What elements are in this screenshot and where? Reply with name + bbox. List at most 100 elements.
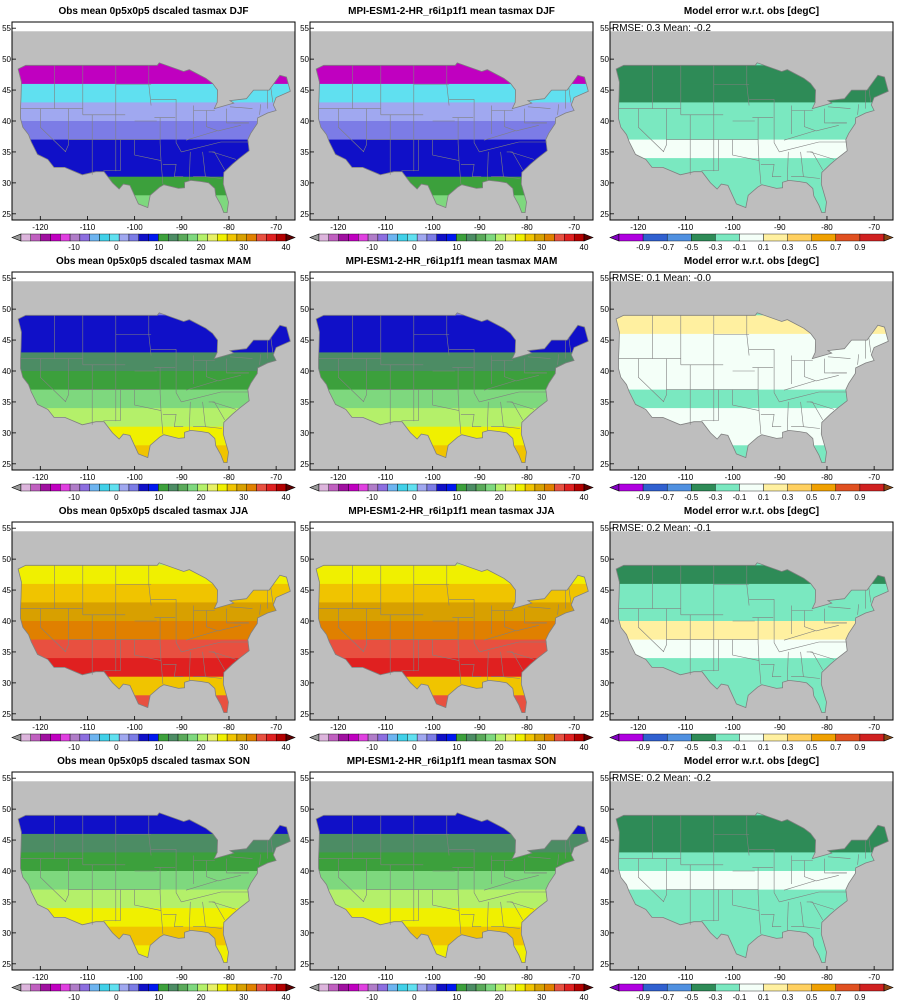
lon-tick-label: -80 [521, 223, 533, 232]
lat-tick-label: 35 [300, 398, 309, 407]
colorbar-arrow-left [12, 484, 21, 491]
colorbar-cell [476, 234, 486, 241]
colorbar-cell [691, 484, 715, 491]
colorbar-label: 40 [282, 993, 291, 1000]
colorbar-cell [70, 234, 80, 241]
lat-tick-label: 45 [2, 86, 11, 95]
colorbar-cell [836, 734, 860, 741]
colorbar-cell [496, 484, 506, 491]
colorbar-cell [247, 734, 257, 741]
lat-tick-label: 40 [300, 367, 309, 376]
colorbar-label: 20 [495, 743, 504, 752]
colorbar-label: 20 [495, 493, 504, 502]
colorbar-label: 0 [412, 493, 417, 502]
colorbar-arrow-left [310, 984, 319, 991]
lat-tick-label: 25 [600, 460, 609, 469]
colorbar-cell [545, 484, 555, 491]
colorbar-cell [266, 734, 276, 741]
lat-tick-label: 30 [600, 429, 609, 438]
model-panel-mam: 25303540455055-120 -110 -100 -90 -80 -70MPI-E… [300, 256, 593, 482]
colorbar-label: -0.1 [733, 993, 747, 1000]
model-colorbar: -10 0 10 20 30 40 [310, 734, 593, 752]
colorbar-cell [812, 984, 836, 991]
lat-tick-label: 55 [300, 24, 309, 33]
colorbar-cell [276, 234, 286, 241]
colorbar-cell [447, 234, 457, 241]
colorbar-label: 0 [412, 243, 417, 252]
colorbar-cell [368, 484, 378, 491]
lat-tick-label: 55 [2, 774, 11, 783]
colorbar-cell [515, 734, 525, 741]
lat-tick-label: 50 [300, 305, 309, 314]
colorbar-cell [329, 984, 339, 991]
colorbar-arrow-right [286, 484, 295, 491]
error-panel-djf: 25303540455055-120 -110 -100 -90 -80 -70Model… [600, 6, 893, 232]
lat-tick-label: 35 [2, 398, 11, 407]
colorbar-cell [100, 234, 110, 241]
lat-tick-label: 50 [300, 555, 309, 564]
colorbar-label: 0.3 [782, 743, 794, 752]
colorbar-cell [739, 734, 763, 741]
lat-tick-label: 30 [600, 179, 609, 188]
lat-tick-label: 55 [300, 524, 309, 533]
colorbar-label: -0.3 [709, 493, 723, 502]
colorbar-cell [427, 484, 437, 491]
colorbar-label: -0.9 [636, 493, 650, 502]
lon-tick-label: -80 [223, 223, 235, 232]
map-top-strip [310, 272, 593, 281]
lon-tick-label: -100 [127, 473, 144, 482]
lon-tick-label: -80 [521, 973, 533, 982]
colorbar-cell [358, 734, 368, 741]
colorbar-cell [764, 984, 788, 991]
lat-tick-label: 35 [300, 148, 309, 157]
lat-tick-label: 30 [2, 679, 11, 688]
lat-tick-label: 40 [600, 617, 609, 626]
colorbar-label: -10 [68, 993, 80, 1000]
lat-tick-label: 50 [2, 55, 11, 64]
lon-tick-label: -100 [425, 473, 442, 482]
colorbar-cell [80, 234, 90, 241]
colorbar-cell [109, 734, 119, 741]
colorbar-cell [496, 984, 506, 991]
panel-title: Model error w.r.t. obs [degC] [684, 506, 819, 517]
colorbar-cell [129, 984, 139, 991]
colorbar-cell [398, 734, 408, 741]
colorbar-cell [505, 234, 515, 241]
colorbar-arrow-right [286, 734, 295, 741]
lat-tick-label: 55 [2, 524, 11, 533]
lon-tick-label: -90 [774, 723, 786, 732]
colorbar-label: -0.5 [684, 243, 698, 252]
lat-tick-label: 40 [300, 867, 309, 876]
panel-title: Obs mean 0p5x0p5 dscaled tasmax SON [57, 756, 250, 767]
colorbar-cell [764, 234, 788, 241]
colorbar-cell [339, 984, 349, 991]
lon-tick-label: -110 [378, 973, 394, 982]
lon-tick-label: -70 [568, 973, 580, 982]
colorbar-label: -0.3 [709, 743, 723, 752]
colorbar-cell [505, 484, 515, 491]
colorbar-cell [535, 984, 545, 991]
lon-tick-label: -80 [223, 973, 235, 982]
panel-title: Model error w.r.t. obs [degC] [684, 256, 819, 267]
colorbar-cell [407, 234, 417, 241]
colorbar-arrow-right [884, 484, 893, 491]
colorbar-cell [247, 984, 257, 991]
colorbar-cell [812, 734, 836, 741]
colorbar-cell [217, 234, 227, 241]
colorbar-cell [619, 234, 643, 241]
colorbar-label: 0 [114, 993, 119, 1000]
error-colorbar: -0.9 -0.7 -0.5 -0.3 -0.1 0.1 0.3 0.5 0.7 0.9 [610, 484, 893, 502]
colorbar-cell [198, 484, 208, 491]
rmse-annotation: RMSE: 0.2 Mean: -0.1 [612, 523, 711, 534]
colorbar-cell [257, 484, 267, 491]
colorbar-cell [643, 234, 667, 241]
colorbar-label: 0.5 [806, 493, 818, 502]
colorbar-cell [70, 984, 80, 991]
lon-tick-label: -120 [330, 223, 347, 232]
lon-tick-label: -100 [127, 223, 144, 232]
colorbar-cell [564, 734, 574, 741]
colorbar-label: 40 [580, 743, 589, 752]
colorbar-cell [50, 734, 60, 741]
colorbar-cell [198, 734, 208, 741]
colorbar-cell [739, 484, 763, 491]
